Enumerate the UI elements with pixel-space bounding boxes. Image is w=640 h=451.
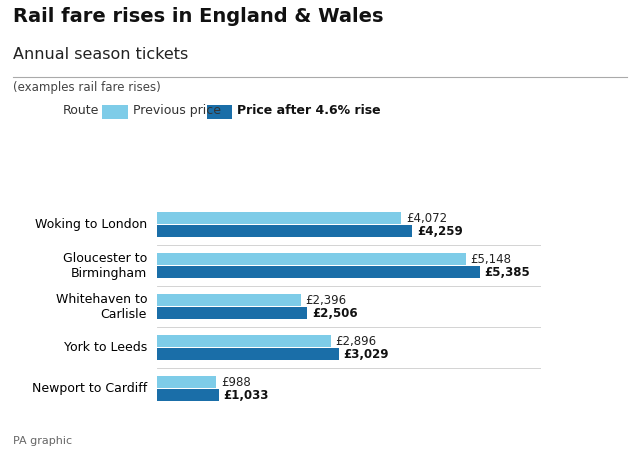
Bar bbox=[157, 348, 339, 360]
Text: Route: Route bbox=[63, 104, 99, 117]
Text: £2,896: £2,896 bbox=[335, 335, 376, 348]
Text: £3,029: £3,029 bbox=[343, 348, 389, 361]
Bar bbox=[157, 225, 412, 237]
Text: £4,259: £4,259 bbox=[417, 225, 463, 238]
Text: £2,506: £2,506 bbox=[312, 307, 358, 320]
Text: £5,148: £5,148 bbox=[470, 253, 511, 266]
Bar bbox=[157, 266, 480, 278]
Bar bbox=[157, 294, 301, 306]
Text: £988: £988 bbox=[221, 376, 251, 389]
Text: PA graphic: PA graphic bbox=[13, 436, 72, 446]
Bar bbox=[157, 307, 307, 319]
Text: Price after 4.6% rise: Price after 4.6% rise bbox=[237, 104, 381, 117]
Text: £5,385: £5,385 bbox=[484, 266, 531, 279]
Bar bbox=[157, 376, 216, 388]
Text: (examples rail fare rises): (examples rail fare rises) bbox=[13, 81, 161, 94]
Text: £4,072: £4,072 bbox=[406, 212, 447, 225]
Text: Annual season tickets: Annual season tickets bbox=[13, 47, 188, 62]
Text: £2,396: £2,396 bbox=[305, 294, 346, 307]
Bar bbox=[157, 253, 466, 265]
Text: Previous price: Previous price bbox=[133, 104, 221, 117]
Bar bbox=[157, 389, 219, 401]
Bar bbox=[157, 335, 330, 347]
Text: Rail fare rises in England & Wales: Rail fare rises in England & Wales bbox=[13, 7, 383, 26]
Text: £1,033: £1,033 bbox=[223, 389, 269, 402]
Bar bbox=[157, 212, 401, 224]
